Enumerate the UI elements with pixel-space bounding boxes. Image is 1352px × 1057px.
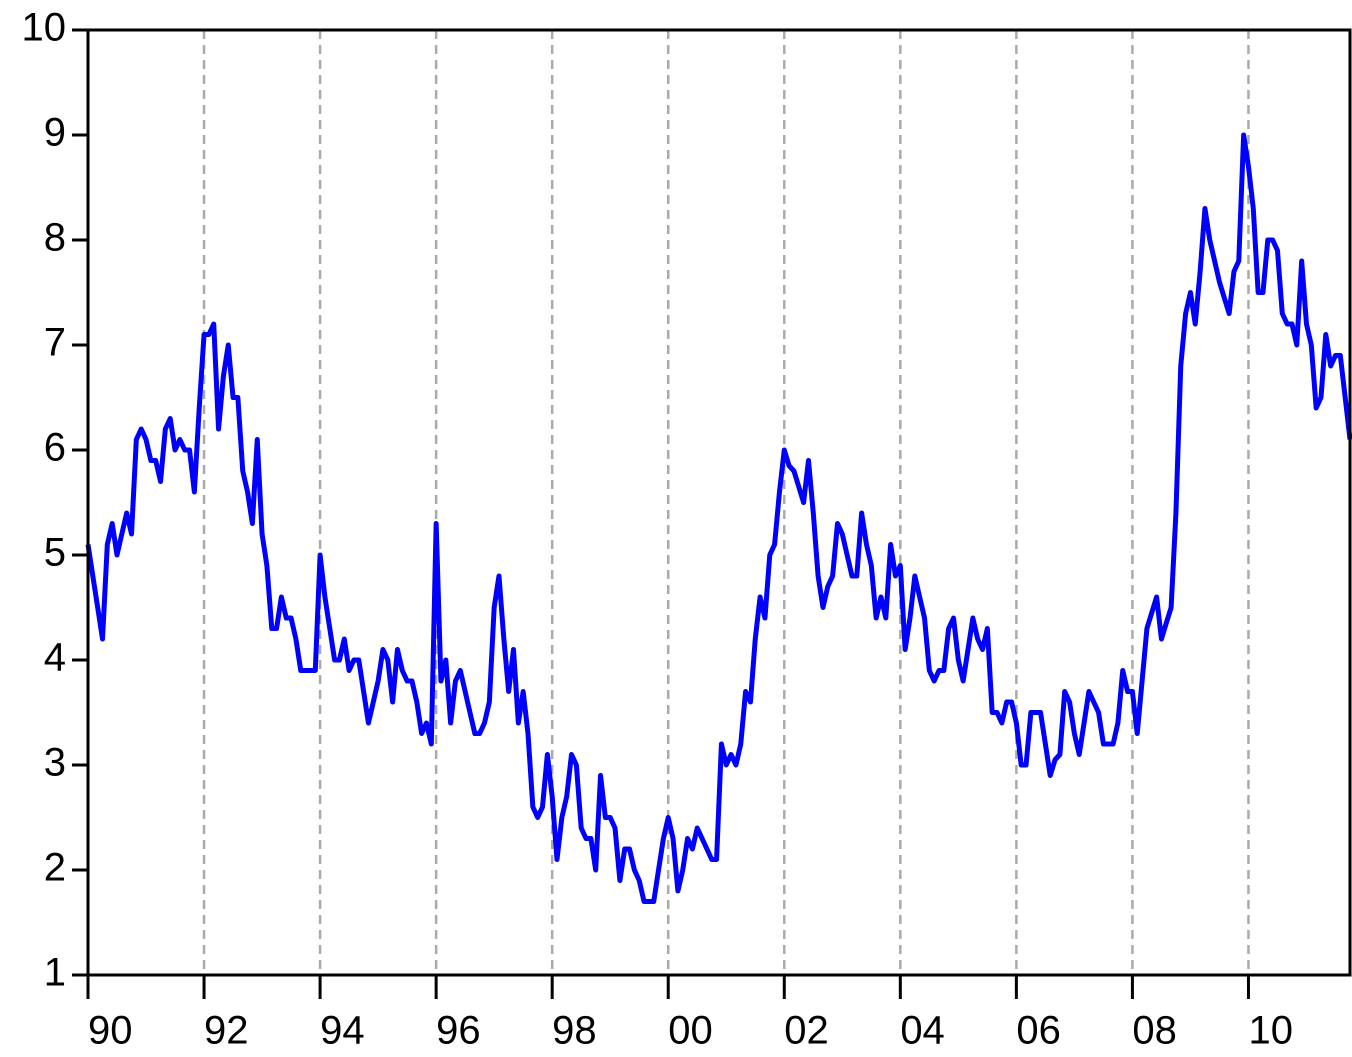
- x-tick-label: 02: [784, 1009, 829, 1053]
- y-tick-label: 2: [44, 846, 66, 890]
- plot-frame: [86, 28, 1352, 977]
- x-tick-label: 08: [1132, 1009, 1177, 1053]
- y-tick-label: 4: [44, 636, 66, 680]
- x-tick-label: 92: [204, 1009, 249, 1053]
- x-tick-label: 10: [1248, 1009, 1293, 1053]
- y-tick-label: 3: [44, 741, 66, 785]
- x-tick-label: 96: [436, 1009, 481, 1053]
- x-tick-label: 00: [668, 1009, 713, 1053]
- x-tick-label: 90: [88, 1009, 133, 1053]
- x-tick-label: 98: [552, 1009, 597, 1053]
- y-tick-label: 10: [22, 6, 67, 50]
- y-tick-label: 9: [44, 111, 66, 155]
- y-tick-label: 6: [44, 426, 66, 470]
- x-tick-label: 04: [900, 1009, 945, 1053]
- x-tick-label: 06: [1016, 1009, 1061, 1053]
- x-tick-label: 94: [320, 1009, 365, 1053]
- y-tick-label: 7: [44, 321, 66, 365]
- y-tick-label: 8: [44, 216, 66, 260]
- y-tick-label: 1: [44, 951, 66, 995]
- y-tick-label: 5: [44, 531, 66, 575]
- data-line: [85, 132, 1352, 904]
